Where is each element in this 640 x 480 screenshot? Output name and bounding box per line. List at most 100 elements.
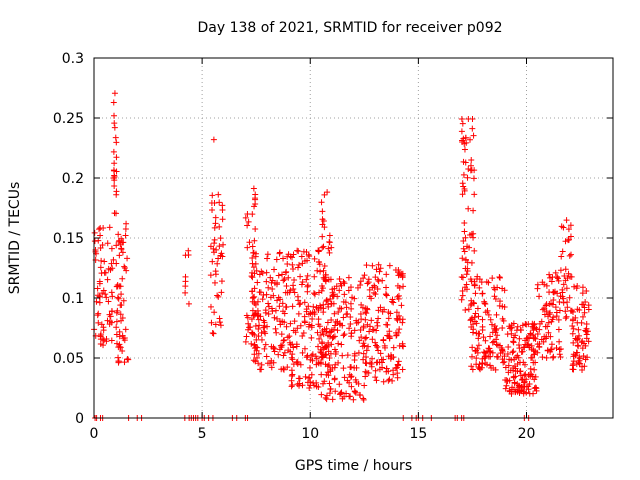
data-point xyxy=(289,303,296,310)
data-point xyxy=(468,156,475,163)
data-point xyxy=(209,258,216,265)
data-point xyxy=(393,364,400,371)
data-point xyxy=(110,256,117,263)
data-point xyxy=(557,353,564,360)
data-point xyxy=(575,343,582,350)
data-point xyxy=(523,376,530,383)
data-point xyxy=(283,268,290,275)
data-point xyxy=(536,344,543,351)
data-point xyxy=(271,314,278,321)
data-point xyxy=(120,297,127,304)
data-point xyxy=(315,316,322,323)
data-point xyxy=(460,237,467,244)
data-point xyxy=(263,353,270,360)
data-point xyxy=(474,305,481,312)
data-point xyxy=(252,191,259,198)
data-point xyxy=(289,254,296,261)
data-point xyxy=(556,299,563,306)
data-point xyxy=(124,355,131,362)
data-point xyxy=(500,359,507,366)
data-point xyxy=(368,295,375,302)
data-point xyxy=(212,321,219,328)
data-point xyxy=(358,316,365,323)
y-tick-label: 0 xyxy=(75,411,84,427)
data-point xyxy=(115,238,122,245)
data-point xyxy=(121,263,128,270)
data-point xyxy=(270,359,277,366)
data-point xyxy=(523,321,530,328)
data-point xyxy=(360,324,367,331)
data-point xyxy=(370,326,377,333)
data-point xyxy=(375,315,382,322)
data-point xyxy=(109,293,116,300)
data-point xyxy=(268,364,275,371)
data-point xyxy=(479,316,486,323)
data-point xyxy=(360,395,367,402)
data-point xyxy=(523,389,530,396)
data-point xyxy=(211,309,218,316)
data-point xyxy=(462,234,469,241)
data-point xyxy=(579,290,586,297)
data-point xyxy=(552,304,559,311)
data-point xyxy=(548,278,555,285)
data-point xyxy=(330,334,337,341)
data-point xyxy=(268,279,275,286)
data-point xyxy=(459,137,466,144)
data-point xyxy=(275,351,282,358)
data-point xyxy=(306,321,313,328)
data-point xyxy=(540,338,547,345)
data-point xyxy=(506,356,513,363)
data-point xyxy=(212,214,219,221)
data-point xyxy=(377,265,384,272)
data-point xyxy=(304,282,311,289)
data-point xyxy=(207,243,214,250)
data-point xyxy=(327,276,334,283)
data-point xyxy=(95,237,102,244)
data-point xyxy=(258,268,265,275)
data-point xyxy=(465,205,472,212)
data-point xyxy=(473,330,480,337)
data-point xyxy=(298,253,305,260)
data-point xyxy=(249,255,256,262)
data-point xyxy=(510,374,517,381)
data-point xyxy=(321,326,328,333)
data-point xyxy=(278,344,285,351)
data-point xyxy=(383,271,390,278)
data-point xyxy=(471,191,478,198)
data-point xyxy=(462,257,469,264)
data-point xyxy=(280,366,287,373)
data-point xyxy=(545,313,552,320)
data-point xyxy=(306,384,313,391)
data-point xyxy=(364,306,371,313)
data-point xyxy=(211,224,218,231)
data-point xyxy=(473,320,480,327)
data-point xyxy=(302,373,309,380)
data-point xyxy=(543,301,550,308)
data-point xyxy=(368,317,375,324)
data-point xyxy=(493,353,500,360)
data-point xyxy=(564,299,571,306)
data-point xyxy=(122,232,129,239)
data-point xyxy=(121,359,128,366)
data-point xyxy=(541,305,548,312)
data-point xyxy=(291,289,298,296)
data-point xyxy=(377,304,384,311)
data-point xyxy=(242,338,249,345)
data-point xyxy=(374,319,381,326)
data-point xyxy=(560,281,567,288)
data-point xyxy=(470,234,477,241)
data-point xyxy=(462,306,469,313)
data-point xyxy=(211,279,218,286)
data-point xyxy=(328,316,335,323)
data-point xyxy=(470,175,477,182)
data-point xyxy=(119,249,126,256)
data-point xyxy=(385,315,392,322)
data-point xyxy=(343,311,350,318)
data-point xyxy=(373,377,380,384)
data-point xyxy=(357,311,364,318)
data-point xyxy=(356,337,363,344)
data-point xyxy=(570,339,577,346)
data-point xyxy=(520,344,527,351)
data-point xyxy=(124,255,131,262)
data-point xyxy=(567,273,574,280)
